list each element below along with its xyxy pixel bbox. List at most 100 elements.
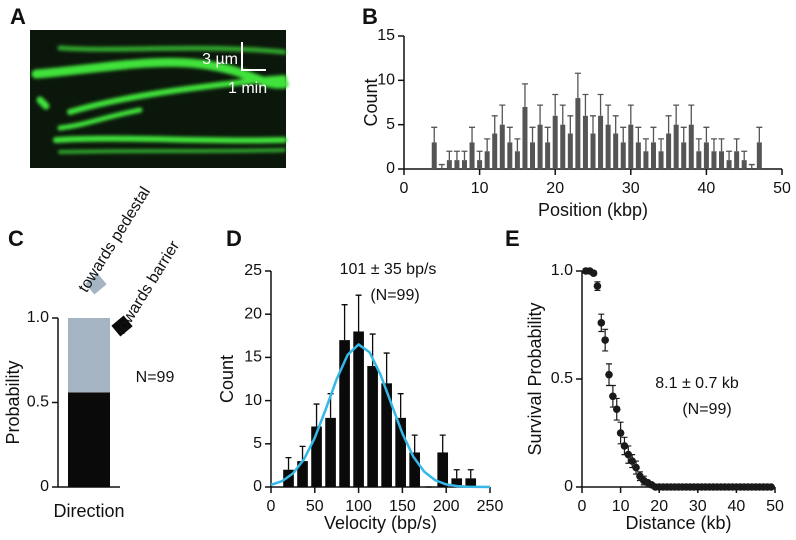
bar (477, 160, 483, 169)
error-bar (597, 93, 604, 116)
kymograph-tracks (31, 45, 289, 154)
y-tick-label: 1.0 (27, 309, 49, 326)
error-bar (355, 294, 362, 332)
panel-label: C (8, 226, 24, 251)
x-tick-label: 10 (612, 498, 630, 515)
bar (560, 124, 566, 169)
error-bar (467, 469, 474, 479)
bar (598, 115, 604, 169)
bar (353, 331, 364, 487)
bar (666, 133, 672, 169)
bar (469, 142, 475, 169)
x-tick-label: 100 (345, 498, 372, 515)
point (632, 463, 640, 472)
bar (613, 133, 619, 169)
error-bar (484, 138, 491, 152)
error-bar (506, 126, 513, 143)
y-axis-label: Count (361, 78, 381, 126)
error-bar (299, 445, 306, 462)
bar (605, 124, 611, 169)
error-bar (590, 115, 596, 134)
bar (367, 366, 378, 487)
bar (325, 417, 336, 487)
x-tick-label: 0 (400, 180, 409, 197)
error-bar (438, 163, 445, 169)
bar (465, 478, 477, 487)
point (628, 457, 636, 465)
annotation: (N=99) (682, 401, 731, 418)
y-axis-label: Count (217, 355, 237, 403)
bar-segment (68, 318, 110, 393)
error-bar (703, 126, 710, 143)
fit-curve (270, 343, 491, 489)
error-bar (718, 138, 725, 152)
error-bar (521, 83, 528, 107)
x-tick-label: 150 (389, 498, 416, 515)
error-bar (620, 126, 627, 143)
point (767, 483, 775, 491)
bar (545, 142, 551, 169)
point (612, 405, 621, 414)
error-bar (605, 104, 612, 125)
error-bar (461, 150, 468, 161)
x-axis-label: Distance (kb) (625, 513, 731, 533)
error-bar (658, 138, 665, 152)
x-tick-label: 50 (306, 498, 324, 515)
error-bar (469, 126, 476, 143)
error-bar (491, 115, 498, 134)
error-bar (741, 150, 748, 161)
bar (522, 106, 528, 169)
kymograph-background (30, 30, 286, 168)
bar (741, 160, 747, 169)
x-tick-label: 20 (546, 180, 564, 197)
bar (719, 151, 725, 169)
bar (492, 133, 498, 169)
error-bar (673, 104, 680, 125)
scale-time: 1 min (228, 80, 267, 97)
bar (756, 142, 762, 169)
bar (590, 133, 596, 169)
point (601, 336, 609, 344)
x-tick-label: 50 (766, 498, 784, 515)
point (620, 442, 629, 450)
bar (635, 142, 641, 169)
y-tick-label: 0.5 (551, 370, 573, 387)
y-tick-label: 15 (244, 349, 262, 366)
error-bar (567, 115, 574, 134)
bar (530, 142, 536, 169)
bar (620, 142, 626, 169)
y-axis-label: Survival Probability (525, 302, 545, 455)
point (593, 282, 602, 290)
x-tick-label: 30 (689, 498, 707, 515)
point (616, 429, 625, 437)
error-bar (453, 469, 460, 479)
legend-label: towards barrier (112, 238, 183, 338)
annotation: 101 ± 35 bp/s (340, 261, 437, 278)
error-bar (582, 93, 589, 116)
annotation: (N=99) (370, 287, 419, 304)
annotation: N=99 (136, 369, 175, 386)
x-axis-label: Direction (53, 501, 124, 521)
error-bar (710, 138, 717, 152)
error-bar (514, 138, 521, 152)
bar (451, 478, 463, 487)
bar (454, 160, 460, 169)
legend-swatch (111, 315, 133, 337)
error-bar (544, 126, 551, 143)
y-tick-label: 5 (253, 435, 262, 452)
bar (703, 142, 709, 169)
x-tick-label: 0 (267, 498, 276, 515)
y-tick-label: 5 (386, 116, 395, 133)
y-tick-label: 0 (564, 478, 573, 495)
error-bar (529, 126, 536, 143)
scale-length: 3 µm (202, 51, 238, 68)
error-bar (688, 104, 695, 125)
bar (283, 469, 294, 487)
bar (582, 115, 588, 169)
error-bar (397, 393, 404, 418)
error-bar (627, 104, 634, 125)
bar (461, 160, 467, 169)
bar (484, 151, 490, 169)
error-bar (476, 150, 483, 161)
